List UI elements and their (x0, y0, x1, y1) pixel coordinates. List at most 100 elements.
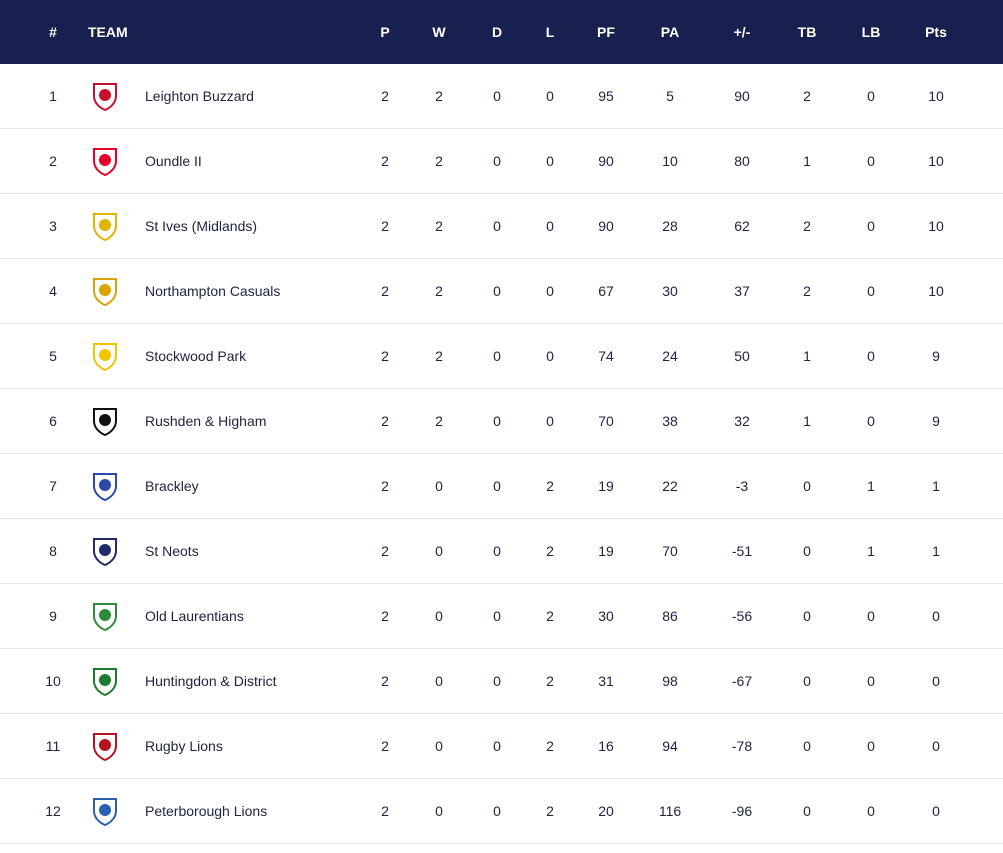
drawn-cell: 0 (493, 543, 501, 559)
table-row[interactable]: 6 2 2 0 0 70 38 32 1 0 9 Rushden & Higham (0, 389, 1003, 454)
team-name[interactable]: Stockwood Park (145, 348, 247, 364)
points-cell: 1 (932, 478, 940, 494)
header-won[interactable]: W (432, 24, 446, 40)
table-header: # TEAM P W D L PF PA +/- TB LB Pts (0, 0, 1003, 64)
points-for-cell: 16 (598, 738, 614, 754)
peterborough-lions-logo-icon (88, 779, 122, 843)
table-row[interactable]: 9 2 0 0 2 30 86 -56 0 0 0 Old Laurentians (0, 584, 1003, 649)
position-cell: 12 (45, 803, 61, 819)
losing-bonus-cell: 0 (867, 803, 875, 819)
try-bonus-cell: 2 (803, 283, 811, 299)
points-against-cell: 30 (662, 283, 678, 299)
played-cell: 2 (381, 348, 389, 364)
position-cell: 11 (45, 738, 61, 754)
losing-bonus-cell: 1 (867, 543, 875, 559)
table-body: 1 2 2 0 0 95 5 90 2 0 10 Leighton Buzzard 2 2 2 0 0 90 10 8… (0, 64, 1003, 844)
drawn-cell: 0 (493, 153, 501, 169)
losing-bonus-cell: 0 (867, 673, 875, 689)
position-cell: 10 (45, 673, 61, 689)
team-name[interactable]: Northampton Casuals (145, 283, 281, 299)
points-against-cell: 22 (662, 478, 678, 494)
won-cell: 0 (435, 608, 443, 624)
table-row[interactable]: 12 2 0 0 2 20 116 -96 0 0 0 Peterborough Lions (0, 779, 1003, 844)
header-points[interactable]: Pts (925, 24, 947, 40)
team-name[interactable]: Brackley (145, 478, 199, 494)
losing-bonus-cell: 0 (867, 738, 875, 754)
points-difference-cell: -51 (731, 543, 753, 559)
position-cell: 8 (49, 543, 57, 559)
header-points-against[interactable]: PA (660, 24, 680, 40)
team-name[interactable]: Rugby Lions (145, 738, 223, 754)
points-cell: 0 (932, 738, 940, 754)
points-cell: 0 (932, 803, 940, 819)
lost-cell: 2 (546, 803, 554, 819)
header-team[interactable]: TEAM (88, 24, 128, 40)
losing-bonus-cell: 0 (867, 153, 875, 169)
try-bonus-cell: 0 (803, 738, 811, 754)
try-bonus-cell: 0 (803, 543, 811, 559)
header-lost[interactable]: L (545, 24, 555, 40)
table-row[interactable]: 11 2 0 0 2 16 94 -78 0 0 0 Rugby Lions (0, 714, 1003, 779)
won-cell: 2 (435, 218, 443, 234)
points-difference-cell: 80 (734, 153, 750, 169)
played-cell: 2 (381, 218, 389, 234)
rugby-lions-logo-icon (88, 714, 122, 778)
drawn-cell: 0 (493, 283, 501, 299)
try-bonus-cell: 0 (803, 673, 811, 689)
header-try-bonus[interactable]: TB (797, 24, 817, 40)
table-row[interactable]: 10 2 0 0 2 31 98 -67 0 0 0 Huntingdon & District (0, 649, 1003, 714)
points-for-cell: 19 (598, 478, 614, 494)
table-row[interactable]: 7 2 0 0 2 19 22 -3 0 1 1 Brackley (0, 454, 1003, 519)
lost-cell: 0 (546, 348, 554, 364)
header-played[interactable]: P (380, 24, 390, 40)
points-difference-cell: -67 (731, 673, 753, 689)
try-bonus-cell: 2 (803, 218, 811, 234)
points-difference-cell: -56 (731, 608, 753, 624)
lost-cell: 0 (546, 413, 554, 429)
won-cell: 0 (435, 543, 443, 559)
points-against-cell: 94 (662, 738, 678, 754)
points-for-cell: 19 (598, 543, 614, 559)
lost-cell: 2 (546, 673, 554, 689)
points-cell: 0 (932, 608, 940, 624)
points-against-cell: 5 (666, 88, 674, 104)
header-drawn[interactable]: D (491, 24, 503, 40)
losing-bonus-cell: 0 (867, 283, 875, 299)
leighton-buzzard-logo-icon (88, 64, 122, 128)
rushden-higham-logo-icon (88, 389, 122, 453)
position-cell: 1 (49, 88, 57, 104)
points-for-cell: 90 (598, 153, 614, 169)
header-points-for[interactable]: PF (597, 24, 615, 40)
lost-cell: 2 (546, 478, 554, 494)
team-name[interactable]: St Neots (145, 543, 199, 559)
drawn-cell: 0 (493, 413, 501, 429)
header-points-difference[interactable]: +/- (733, 24, 751, 40)
team-name[interactable]: Peterborough Lions (145, 803, 268, 819)
won-cell: 0 (435, 673, 443, 689)
lost-cell: 0 (546, 283, 554, 299)
points-cell: 9 (932, 348, 940, 364)
table-row[interactable]: 5 2 2 0 0 74 24 50 1 0 9 Stockwood Park (0, 324, 1003, 389)
table-row[interactable]: 1 2 2 0 0 95 5 90 2 0 10 Leighton Buzzard (0, 64, 1003, 129)
team-name[interactable]: St Ives (Midlands) (145, 218, 258, 234)
position-cell: 9 (49, 608, 57, 624)
position-cell: 7 (49, 478, 57, 494)
team-name[interactable]: Old Laurentians (145, 608, 244, 624)
header-position[interactable]: # (49, 24, 57, 40)
team-name[interactable]: Leighton Buzzard (145, 88, 254, 104)
oundle-logo-icon (88, 129, 122, 193)
won-cell: 0 (435, 803, 443, 819)
stockwood-park-logo-icon (88, 324, 122, 388)
table-row[interactable]: 8 2 0 0 2 19 70 -51 0 1 1 St Neots (0, 519, 1003, 584)
huntingdon-logo-icon (88, 649, 122, 713)
team-name[interactable]: Oundle II (145, 153, 202, 169)
header-losing-bonus[interactable]: LB (861, 24, 881, 40)
team-name[interactable]: Rushden & Higham (145, 413, 267, 429)
team-name[interactable]: Huntingdon & District (145, 673, 277, 689)
table-row[interactable]: 4 2 2 0 0 67 30 37 2 0 10 Northampton Casuals (0, 259, 1003, 324)
won-cell: 2 (435, 413, 443, 429)
table-row[interactable]: 3 2 2 0 0 90 28 62 2 0 10 St Ives (Midlands) (0, 194, 1003, 259)
table-row[interactable]: 2 2 2 0 0 90 10 80 1 0 10 Oundle II (0, 129, 1003, 194)
try-bonus-cell: 1 (803, 413, 811, 429)
points-difference-cell: 62 (734, 218, 750, 234)
